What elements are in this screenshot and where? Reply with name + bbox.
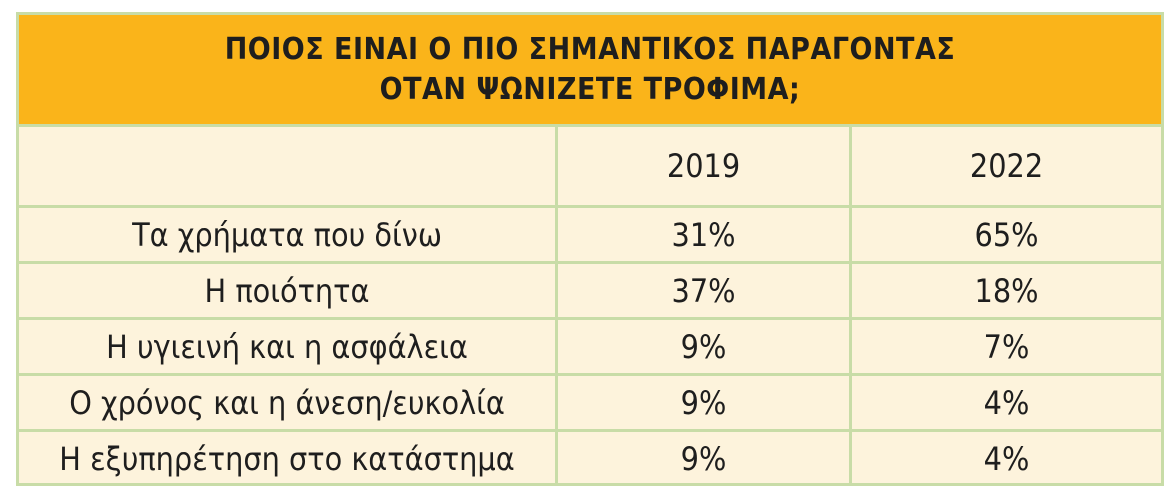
row-label: Τα χρήματα που δίνω — [132, 215, 442, 254]
value-2019: 9% — [680, 383, 727, 422]
value-2019: 9% — [680, 440, 727, 478]
row-divider — [19, 373, 1161, 376]
value-2022: 4% — [983, 440, 1030, 478]
row-divider — [19, 261, 1161, 264]
row-label: Η υγιεινή και η ασφάλεια — [106, 327, 468, 366]
header-label-cell — [19, 127, 555, 205]
survey-table: ΠΟΙΟΣ ΕΙΝΑΙ Ο ΠΙΟ ΣΗΜΑΝΤΙΚΟΣ ΠΑΡΑΓΟΝΤΑΣ … — [16, 12, 1164, 486]
row-divider — [19, 205, 1161, 208]
column-divider — [555, 127, 558, 486]
row-label: Ο χρόνος και η άνεση/ευκολία — [69, 383, 505, 422]
row-divider — [19, 317, 1161, 320]
title-line-1: ΠΟΙΟΣ ΕΙΝΑΙ Ο ΠΙΟ ΣΗΜΑΝΤΙΚΟΣ ΠΑΡΑΓΟΝΤΑΣ — [224, 31, 956, 67]
value-2022: 4% — [983, 383, 1030, 422]
row-divider — [19, 429, 1161, 432]
value-2019: 9% — [680, 327, 727, 366]
column-divider — [849, 127, 852, 486]
row-label: Η εξυπηρέτηση στο κατάστημα — [59, 440, 515, 478]
value-2019: 37% — [671, 271, 736, 310]
title-line-2: ΟΤΑΝ ΨΩΝΙΖΕΤΕ ΤΡΟΦΙΜΑ; — [379, 71, 801, 107]
value-2022: 7% — [983, 327, 1030, 366]
value-2019: 31% — [671, 215, 736, 254]
row-label: Η ποιότητα — [204, 271, 370, 310]
value-2022: 65% — [974, 215, 1039, 254]
header-2019: 2019 — [666, 147, 741, 185]
value-2022: 18% — [974, 271, 1039, 310]
table-title: ΠΟΙΟΣ ΕΙΝΑΙ Ο ΠΙΟ ΣΗΜΑΝΤΙΚΟΣ ΠΑΡΑΓΟΝΤΑΣ … — [19, 15, 1161, 127]
header-2022: 2022 — [969, 147, 1044, 185]
